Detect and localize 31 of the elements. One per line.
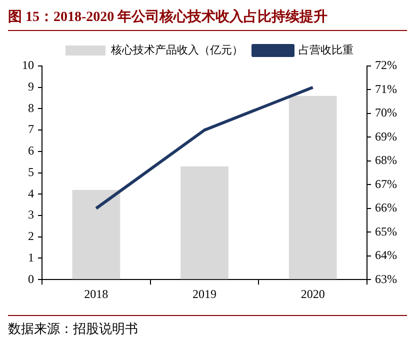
x-tick-label: 2020 xyxy=(300,286,325,301)
y-tick-label: 10 xyxy=(22,58,34,72)
y-tick-label: 4 xyxy=(28,186,34,200)
y2-tick-label: 64% xyxy=(375,248,398,262)
x-tick-label: 2019 xyxy=(192,286,216,301)
y-tick-label: 9 xyxy=(28,80,34,94)
y2-tick-label: 71% xyxy=(375,82,398,96)
y2-tick-label: 63% xyxy=(375,272,398,286)
y-tick-label: 2 xyxy=(28,229,34,244)
y-tick-label: 5 xyxy=(28,164,34,179)
y-tick-label: 1 xyxy=(28,250,34,264)
y2-tick-label: 68% xyxy=(375,153,398,168)
chart-title: 图 15：2018-2020 年公司核心技术收入占比持续提升 xyxy=(8,8,407,31)
y2-tick-label: 67% xyxy=(375,176,398,191)
source-note: 数据来源：招股说明书 xyxy=(8,315,407,338)
legend-label: 核心技术产品收入（亿元） xyxy=(110,43,243,56)
y-tick-label: 3 xyxy=(28,208,34,222)
y2-tick-label: 70% xyxy=(375,106,398,120)
y-tick-label: 6 xyxy=(28,144,34,158)
y2-tick-label: 66% xyxy=(375,200,398,215)
x-tick-label: 2018 xyxy=(84,286,108,301)
bar xyxy=(180,166,228,280)
y-tick-label: 7 xyxy=(28,122,34,136)
y2-tick-label: 65% xyxy=(375,224,398,238)
y2-tick-label: 72% xyxy=(375,58,398,72)
y-tick-label: 8 xyxy=(28,100,34,115)
bar xyxy=(72,190,120,280)
bar xyxy=(288,96,337,280)
y2-tick-label: 69% xyxy=(375,129,398,144)
legend-label: 占营收比重 xyxy=(298,43,354,56)
y-tick-label: 0 xyxy=(28,272,34,286)
